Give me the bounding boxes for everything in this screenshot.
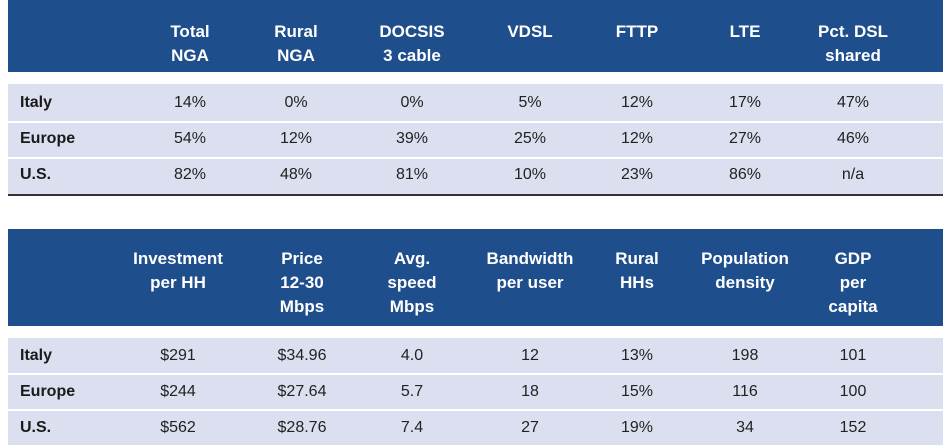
table-body: Italy 14% 0% 0% 5% 12% 17% 47% Europe 54… bbox=[8, 84, 943, 194]
table-cell: 12 bbox=[521, 347, 539, 364]
table-cell: 5% bbox=[518, 94, 542, 111]
table-cell: 7.4 bbox=[400, 419, 424, 436]
investment-price-table: Investment per HH Price 12-30 Mbps Avg. … bbox=[8, 229, 943, 445]
column-header-rural-hhs: Rural HHs bbox=[615, 249, 659, 292]
table-cell: 46% bbox=[836, 130, 870, 147]
row-label: Italy bbox=[20, 94, 53, 111]
table-cell: 48% bbox=[279, 166, 313, 183]
table-cell: 86% bbox=[728, 166, 762, 183]
table-cell: 5.7 bbox=[400, 383, 424, 400]
table-cell: 17% bbox=[728, 94, 762, 111]
column-header-docsis: DOCSIS 3 cable bbox=[379, 22, 445, 65]
table-bottom-rule bbox=[8, 194, 943, 196]
table-cell: 13% bbox=[620, 347, 654, 364]
table-cell: 10% bbox=[513, 166, 547, 183]
table-cell: 39% bbox=[395, 130, 429, 147]
table-cell: 4.0 bbox=[400, 347, 424, 364]
table-cell: 34 bbox=[736, 419, 754, 436]
row-label: U.S. bbox=[20, 166, 52, 183]
table-body: Italy $291 $34.96 4.0 12 13% 198 101 Eur… bbox=[8, 338, 943, 445]
table-header: Investment per HH Price 12-30 Mbps Avg. … bbox=[8, 229, 943, 326]
table-cell: $562 bbox=[160, 419, 196, 436]
table-row: U.S. 82% 48% 81% 10% 23% 86% n/a bbox=[8, 157, 943, 193]
table-cell: 116 bbox=[732, 383, 758, 400]
column-header-gdp-per-capita: GDP per capita bbox=[828, 249, 878, 316]
table-cell: 47% bbox=[836, 94, 870, 111]
row-label: U.S. bbox=[20, 419, 52, 436]
table-row: U.S. $562 $28.76 7.4 27 19% 34 152 bbox=[8, 410, 943, 446]
table-header: Total NGA Rural NGA DOCSIS 3 cable VDSL … bbox=[8, 0, 943, 72]
table-cell: $244 bbox=[160, 383, 196, 400]
table-cell: n/a bbox=[841, 166, 865, 183]
table-cell: 12% bbox=[620, 130, 654, 147]
column-header-population-density: Population density bbox=[701, 249, 789, 292]
column-header-price: Price 12-30 Mbps bbox=[279, 249, 325, 316]
table-cell: 101 bbox=[839, 347, 867, 364]
table-cell: 15% bbox=[620, 383, 654, 400]
table-cell: 19% bbox=[620, 419, 654, 436]
table-cell: 12% bbox=[620, 94, 654, 111]
table-cell: 54% bbox=[173, 130, 207, 147]
column-header-investment-per-hh: Investment per HH bbox=[133, 249, 223, 292]
row-label: Europe bbox=[20, 130, 76, 147]
table-cell: 27% bbox=[728, 130, 762, 147]
table-cell: 198 bbox=[731, 347, 759, 364]
table-cell: 0% bbox=[400, 94, 424, 111]
table-cell: 100 bbox=[839, 383, 867, 400]
column-header-vdsl: VDSL bbox=[507, 22, 553, 41]
table-cell: $27.64 bbox=[277, 383, 327, 400]
table-row: Europe 54% 12% 39% 25% 12% 27% 46% bbox=[8, 121, 943, 157]
table-cell: $34.96 bbox=[277, 347, 327, 364]
table-cell: 18 bbox=[521, 383, 539, 400]
table-row: Italy 14% 0% 0% 5% 12% 17% 47% bbox=[8, 85, 943, 121]
column-header-fttp: FTTP bbox=[615, 22, 659, 41]
column-header-total-nga: Total NGA bbox=[170, 22, 210, 65]
row-label: Italy bbox=[20, 347, 53, 364]
table-cell: 27 bbox=[521, 419, 539, 436]
table-row: Europe $244 $27.64 5.7 18 15% 116 100 bbox=[8, 374, 943, 410]
table-row: Italy $291 $34.96 4.0 12 13% 198 101 bbox=[8, 338, 943, 374]
column-header-rural-nga: Rural NGA bbox=[274, 22, 318, 65]
row-label: Europe bbox=[20, 383, 76, 400]
table-cell: 0% bbox=[284, 94, 308, 111]
table-cell: 23% bbox=[620, 166, 654, 183]
column-header-lte: LTE bbox=[729, 22, 761, 41]
row-divider bbox=[8, 409, 943, 411]
nga-coverage-table: Total NGA Rural NGA DOCSIS 3 cable VDSL … bbox=[8, 0, 943, 196]
table-cell: 14% bbox=[173, 94, 207, 111]
row-divider bbox=[8, 157, 943, 159]
row-divider bbox=[8, 121, 943, 123]
table-cell: 25% bbox=[513, 130, 547, 147]
column-header-pct-dsl-shared: Pct. DSL shared bbox=[818, 22, 888, 65]
table-cell: 12% bbox=[279, 130, 313, 147]
table-cell: $28.76 bbox=[277, 419, 327, 436]
table-cell: 152 bbox=[839, 419, 867, 436]
column-header-bandwidth-per-user: Bandwidth per user bbox=[486, 249, 574, 292]
column-header-avg-speed: Avg. speed Mbps bbox=[387, 249, 437, 316]
table-cell: 81% bbox=[395, 166, 429, 183]
table-cell: $291 bbox=[160, 347, 196, 364]
row-divider bbox=[8, 373, 943, 375]
table-cell: 82% bbox=[173, 166, 207, 183]
